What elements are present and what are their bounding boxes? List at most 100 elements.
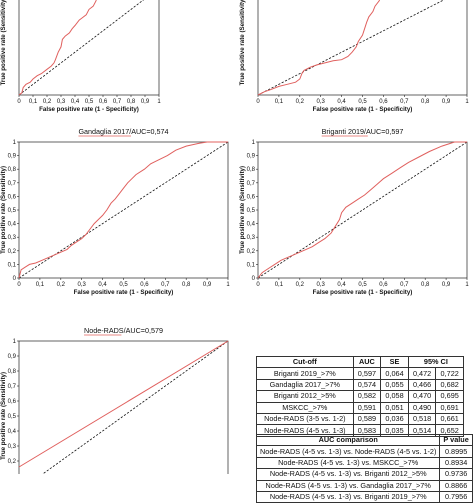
y-tick-label: 0: [252, 276, 256, 282]
x-tick-label: 0,4: [337, 99, 346, 105]
table-cell: Node-RADS (4-5 vs. 1-3) vs. Briganti 201…: [255, 490, 441, 503]
y-tick-label: 0,2: [247, 249, 256, 255]
comparison-table-header: AUC comparison P value: [255, 433, 473, 447]
comparison-row: Node-RADS (4-5 vs. 1-3) vs. Gandaglia 20…: [255, 479, 473, 492]
x-tick-label: 0,6: [379, 99, 388, 105]
roc-curve: [257, 0, 381, 96]
y-tick-label: 0,6: [8, 399, 17, 405]
table-cell: Briganti 2012_>5%: [256, 390, 354, 403]
roc-curve: [18, 0, 97, 96]
table-cell: 0,472: [407, 367, 437, 380]
header-se: SE: [380, 355, 409, 369]
x-tick-label: 0,4: [71, 99, 80, 105]
table-cell: 0,591: [352, 401, 382, 414]
y-tick-label: 0,3: [8, 235, 17, 241]
header-comparison: AUC comparison: [255, 433, 441, 447]
plot-frame: [257, 141, 468, 279]
y-tick-label: 0,5: [8, 414, 17, 420]
x-tick-label: 0,2: [296, 282, 305, 288]
x-tick-label: 0,9: [442, 99, 451, 105]
x-tick-label: 0,7: [113, 99, 122, 105]
table-cell: 0.7956: [439, 490, 473, 503]
x-axis-label: False positive rate (1 - Specificity): [39, 106, 139, 113]
table-cell: 0,597: [352, 367, 382, 380]
x-tick-label: 0,8: [421, 282, 430, 288]
table-cell: MSKCC_>7%: [256, 401, 354, 414]
reference-diagonal: [257, 0, 445, 96]
roc-figure: 0 0,1 0,2 0,3 0,4 0,5 0,6 0,7 0,8 0,9 1 False posit…: [0, 0, 469, 474]
comparison-row: Node-RADS (4-5 vs. 1-3) vs. Briganti 201…: [255, 490, 473, 503]
table-cell: Node-RADS (4-5 vs. 1-3) vs. Briganti 201…: [255, 468, 441, 481]
y-tick-label: 0,4: [8, 429, 17, 435]
x-tick-label: 0: [256, 282, 260, 288]
y-tick-label: 0,3: [8, 444, 17, 450]
y-tick-label: 0,6: [247, 194, 256, 200]
table-cell: 0.8934: [439, 456, 473, 470]
roc-panel: 0 0,1 0,2 0,3 0,4 0,5 0,6 0,7 0,8 0,9 1 False posit…: [239, 0, 469, 113]
y-tick-label: 0,1: [247, 262, 256, 268]
plot-frame: [18, 0, 160, 96]
table-cell: 0,661: [435, 412, 464, 426]
table-cell: 0,574: [352, 378, 382, 392]
y-axis-label: True positive rate (Sensitivity): [0, 0, 7, 86]
table-row: MSKCC_>7% 0,591 0,051 0,490 0,691: [256, 401, 464, 414]
y-tick-label: 0,8: [247, 167, 256, 173]
table-cell: 0,470: [407, 390, 437, 403]
x-tick-label: 0,8: [421, 99, 430, 105]
table-cell: 0.8995: [439, 445, 473, 458]
plot-frame: [18, 340, 229, 474]
table-row: Briganti 2019_>7% 0,597 0,064 0,472 0,722: [256, 367, 464, 380]
comparison-row: Node-RADS (4-5 vs. 1-3) vs. Node-RADS (4…: [255, 445, 473, 458]
y-axis-label: True positive rate (Sensitivity): [0, 166, 7, 254]
y-tick-label: 0,2: [8, 459, 17, 465]
x-tick-label: 0,3: [317, 282, 326, 288]
x-tick-label: 1: [226, 282, 230, 288]
y-axis-label: True positive rate (Sensitivity): [0, 372, 7, 460]
x-tick-label: 0,4: [337, 282, 346, 288]
roc-panel: 0 0,1 0,2 0,3 0,4 0,5 0,6 0,7 0,8 0,9 1 0 0,1 0,2 0,3 0…: [0, 127, 230, 296]
roc-curve: [18, 340, 229, 468]
x-tick-label: 0,9: [141, 99, 150, 105]
x-tick-label: 1: [465, 282, 469, 288]
table-cell: 0.8866: [439, 479, 473, 492]
roc-curve: [257, 141, 467, 279]
roc-panel: 0 0,1 0,2 0,3 0,4 0,5 0,6 0,7 0,8 0,9 1 0 0,1 0,2 0,3 0…: [239, 127, 469, 296]
reference-diagonal: [42, 340, 229, 474]
table-cell: Node-RADS (4-5 vs. 1-3) vs. Gandaglia 20…: [255, 479, 441, 492]
y-tick-label: 0,5: [247, 208, 256, 214]
table-cell: 0,064: [380, 367, 409, 380]
x-tick-label: 0,8: [182, 282, 191, 288]
y-axis-label: True positive rate (Sensitivity): [239, 0, 246, 86]
table-cell: 0,722: [435, 367, 464, 380]
table-cell: Node-RADS (4-5 vs. 1-3) vs. MSKCC_>7%: [255, 456, 441, 470]
table-cell: 0.9736: [439, 468, 473, 481]
y-tick-label: 0,7: [247, 181, 256, 187]
y-tick-label: 0: [13, 276, 17, 282]
x-tick-label: 0,8: [127, 99, 136, 105]
x-tick-label: 0,6: [99, 99, 108, 105]
x-tick-label: 0,9: [203, 282, 212, 288]
x-axis-label: False positive rate (1 - Specificity): [74, 289, 174, 296]
y-tick-label: 1: [13, 140, 17, 146]
table-cell: 0,682: [435, 378, 464, 392]
x-tick-label: 0,5: [358, 99, 367, 105]
x-tick-label: 0: [17, 282, 21, 288]
x-tick-label: 0,6: [379, 282, 388, 288]
x-tick-label: 1: [157, 99, 161, 105]
table-cell: 0,695: [435, 390, 464, 403]
y-tick-label: 0,3: [247, 235, 256, 241]
x-axis-label: False positive rate (1 - Specificity): [313, 289, 413, 296]
y-tick-label: 0,7: [8, 384, 17, 390]
table-row: Gandaglia 2017_>7% 0,574 0,055 0,466 0,682: [256, 378, 464, 392]
header-p-value: P value: [439, 433, 473, 447]
table-cell: Gandaglia 2017_>7%: [256, 378, 354, 392]
roc-panel: 0 0,1 0,2 0,3 0,4 0,5 0,6 0,7 0,8 0,9 1 False posit…: [0, 0, 161, 113]
y-tick-label: 0,4: [247, 222, 256, 228]
x-tick-label: 0,1: [36, 282, 45, 288]
y-tick-label: 0,5: [8, 208, 17, 214]
y-tick-label: 0,4: [8, 222, 17, 228]
x-tick-label: 0,2: [43, 99, 52, 105]
x-tick-label: 0: [17, 99, 21, 105]
y-tick-label: 0,1: [8, 262, 17, 268]
y-tick-label: 0,9: [8, 354, 17, 360]
